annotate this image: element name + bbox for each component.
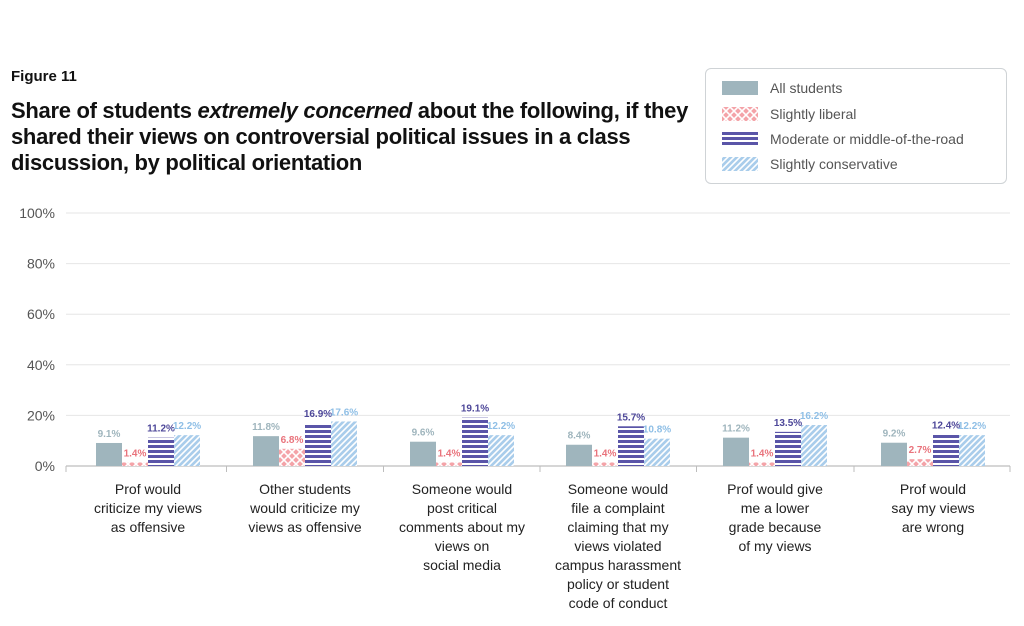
data-label-slightly-conservative: 12.2%: [173, 421, 201, 432]
bar-slightly-liberal: [122, 462, 148, 466]
legend-item-moderate: Moderate or middle-of-the-road: [722, 130, 964, 148]
data-label-slightly-conservative: 12.2%: [487, 421, 515, 432]
category-label: Prof would criticize my views as offensive: [94, 481, 202, 535]
data-label-slightly-liberal: 1.4%: [438, 448, 461, 459]
bar-slightly-liberal: [749, 462, 775, 466]
bar-all-students: [723, 438, 749, 466]
category-label-line: Prof would give: [727, 481, 823, 497]
y-tick-label: 40%: [27, 357, 55, 373]
category-label-line: file a complaint: [571, 500, 664, 516]
bar-slightly-conservative: [488, 435, 514, 466]
bar-all-students: [566, 445, 592, 466]
data-label-slightly-conservative: 10.8%: [643, 425, 671, 436]
legend-swatch-slightly-liberal: [722, 107, 758, 121]
category-label-line: me a lower: [741, 500, 810, 516]
category-label-line: Someone would: [412, 481, 512, 497]
data-label-slightly-liberal: 1.4%: [594, 448, 617, 459]
legend-label-slightly-conservative: Slightly conservative: [770, 156, 898, 172]
data-label-moderate: 13.5%: [774, 418, 802, 429]
data-label-slightly-conservative: 16.2%: [800, 411, 828, 422]
bar-moderate: [462, 418, 488, 466]
data-label-slightly-conservative: 12.2%: [958, 421, 986, 432]
legend: All students Slightly liberal Moderate o…: [705, 68, 1007, 184]
data-label-all-students: 9.6%: [412, 428, 435, 439]
category-label-line: are wrong: [902, 519, 964, 535]
y-tick-label: 0%: [35, 458, 55, 474]
category-label-line: as offensive: [111, 519, 186, 535]
category-label-line: Someone would: [568, 481, 668, 497]
bar-slightly-liberal: [907, 459, 933, 466]
category-label-line: Prof would: [115, 481, 181, 497]
legend-swatch-moderate: [722, 132, 758, 146]
bar-slightly-liberal: [436, 462, 462, 466]
legend-item-slightly-liberal: Slightly liberal: [722, 105, 856, 123]
bar-moderate: [618, 426, 644, 466]
bar-all-students: [881, 443, 907, 466]
bar-all-students: [96, 443, 122, 466]
y-tick-label: 100%: [19, 205, 55, 221]
category-label-line: post critical: [427, 500, 497, 516]
category-label-line: Other students: [259, 481, 351, 497]
bar-moderate: [933, 435, 959, 466]
data-label-moderate: 16.9%: [304, 409, 332, 420]
data-label-moderate: 15.7%: [617, 412, 645, 423]
bar-slightly-conservative: [801, 425, 827, 466]
category-label-line: views on: [435, 538, 489, 554]
y-tick-label: 80%: [27, 256, 55, 272]
data-label-slightly-conservative: 17.6%: [330, 407, 358, 418]
bar-all-students: [410, 442, 436, 466]
data-label-moderate: 11.2%: [147, 424, 175, 435]
category-label-line: grade because: [729, 519, 822, 535]
category-label: Someone would post critical comments about…: [399, 481, 525, 573]
data-label-slightly-liberal: 2.7%: [909, 445, 932, 456]
category-label-line: comments about my: [399, 519, 525, 535]
legend-item-all-students: All students: [722, 79, 842, 97]
bar-slightly-conservative: [174, 435, 200, 466]
category-label: Prof would say my views are wrong: [891, 481, 974, 535]
data-label-slightly-liberal: 6.8%: [281, 435, 304, 446]
bar-moderate: [775, 432, 801, 466]
bar-slightly-conservative: [331, 421, 357, 466]
data-label-all-students: 11.8%: [252, 422, 280, 433]
bar-slightly-liberal: [592, 462, 618, 466]
data-label-all-students: 11.2%: [722, 424, 750, 435]
category-label-line: code of conduct: [569, 595, 668, 611]
category-label-line: of my views: [738, 538, 811, 554]
data-label-moderate: 12.4%: [932, 421, 960, 432]
legend-swatch-all-students: [722, 81, 758, 95]
category-label-line: Prof would: [900, 481, 966, 497]
data-label-all-students: 9.1%: [98, 429, 121, 440]
bar-slightly-liberal: [279, 449, 305, 466]
bar-slightly-conservative: [959, 435, 985, 466]
bar-all-students: [253, 436, 279, 466]
category-label-line: claiming that my: [567, 519, 668, 535]
legend-swatch-slightly-conservative: [722, 157, 758, 171]
y-tick-label: 60%: [27, 306, 55, 322]
category-label-line: views violated: [574, 538, 661, 554]
category-label: Other students would criticize my views as…: [248, 481, 362, 535]
legend-label-slightly-liberal: Slightly liberal: [770, 106, 856, 122]
data-label-all-students: 8.4%: [568, 431, 591, 442]
category-label: Prof would give me a lower grade because of…: [727, 481, 823, 554]
y-tick-label: 20%: [27, 407, 55, 423]
bar-moderate: [305, 423, 331, 466]
legend-item-slightly-conservative: Slightly conservative: [722, 155, 898, 173]
category-label-line: criticize my views: [94, 500, 202, 516]
category-label-line: views as offensive: [248, 519, 362, 535]
category-label-line: policy or student: [567, 576, 669, 592]
category-label-line: social media: [423, 557, 501, 573]
legend-label-moderate: Moderate or middle-of-the-road: [770, 131, 964, 147]
data-label-slightly-liberal: 1.4%: [124, 448, 147, 459]
legend-label-all-students: All students: [770, 80, 842, 96]
data-label-all-students: 9.2%: [883, 429, 906, 440]
category-label-line: campus harassment: [555, 557, 681, 573]
bar-slightly-conservative: [644, 439, 670, 466]
category-label-line: would criticize my: [249, 500, 360, 516]
data-label-moderate: 19.1%: [461, 404, 489, 415]
data-label-slightly-liberal: 1.4%: [751, 448, 774, 459]
category-label: Someone would file a complaint claiming th…: [555, 481, 681, 611]
bar-moderate: [148, 438, 174, 466]
category-label-line: say my views: [891, 500, 974, 516]
